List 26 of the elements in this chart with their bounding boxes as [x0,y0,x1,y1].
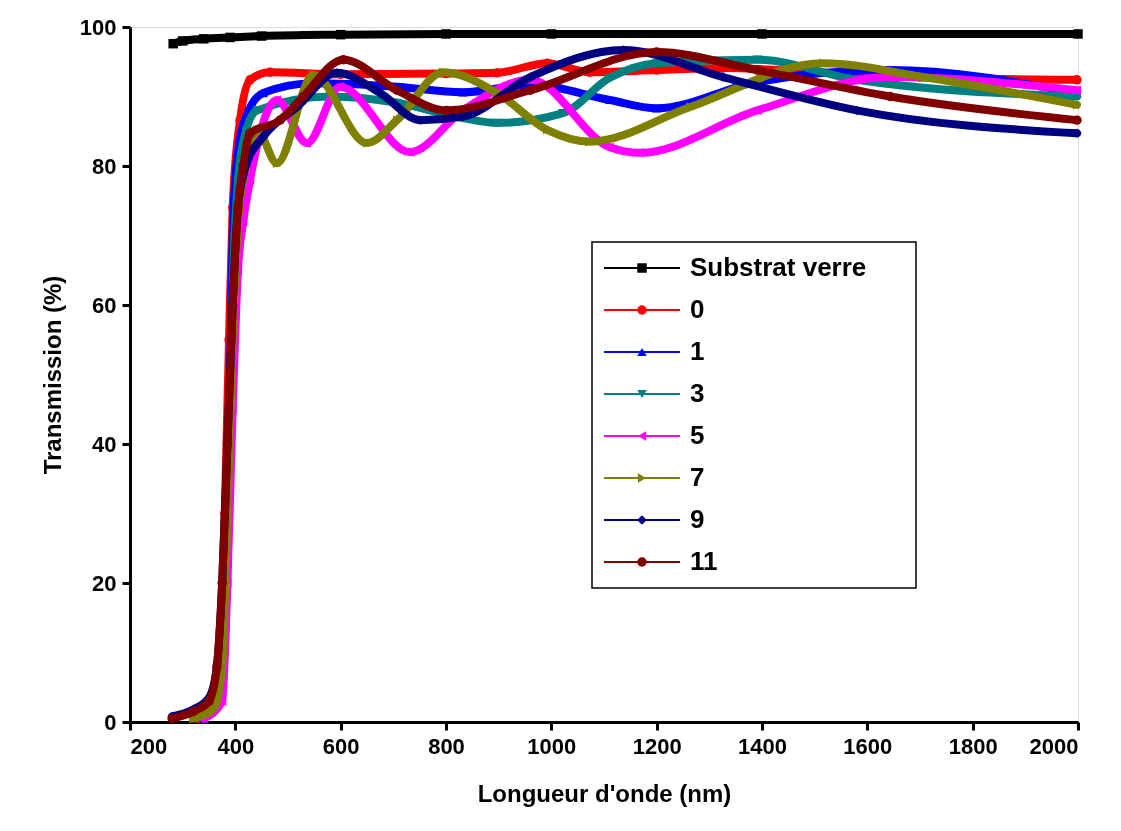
x-tick-label: 1400 [738,733,787,759]
x-tick-label: 1200 [632,733,682,759]
legend-label: 1 [690,336,705,366]
legend-label: Substrat verre [690,252,867,282]
x-axis-title: Longueur d'onde (nm) [477,779,732,807]
x-tick-label: 600 [322,733,360,759]
x-tick-label: 2000 [1029,733,1079,759]
legend-label: 9 [690,504,705,534]
legend-label: 3 [690,378,705,408]
legend-label: 7 [690,462,705,492]
y-tick-label: 0 [104,709,117,735]
legend-label: 0 [690,294,705,324]
x-tick-label: 400 [217,733,255,759]
y-axis-title: Transmission (%) [38,275,66,475]
x-tick-label: 800 [428,733,465,759]
legend-label: 5 [690,420,705,450]
y-tick-label: 80 [92,153,117,179]
y-tick-label: 40 [92,431,117,457]
y-tick-label: 20 [92,570,117,596]
legend-label: 11 [690,546,718,576]
x-tick-label: 1000 [527,733,577,759]
x-tick-label: 1600 [843,733,893,759]
y-tick-label: 100 [79,14,117,40]
x-tick-label: 1800 [948,733,998,759]
x-tick-label: 200 [130,733,168,759]
y-tick-label: 60 [92,292,117,318]
